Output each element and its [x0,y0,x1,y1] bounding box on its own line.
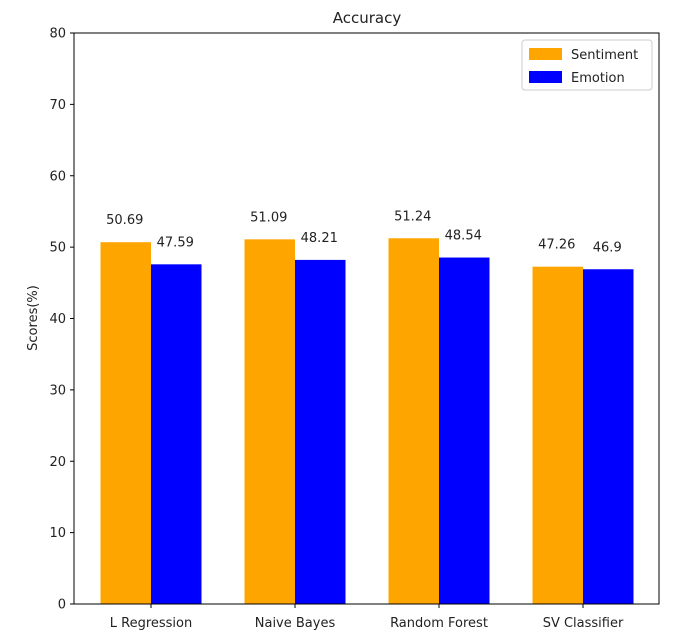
y-axis: 0 10 20 30 40 50 60 70 80 [49,27,74,613]
y-tick-label: 80 [49,27,66,42]
bars-layer [100,238,634,604]
data-label: 47.59 [157,235,194,250]
y-tick-label: 60 [49,169,66,184]
bar-emotion [151,264,202,604]
data-labels-layer: 50.69 47.59 51.09 48.21 51.24 48.54 47.26 46.9 [106,209,622,255]
legend-label-emotion: Emotion [571,71,625,86]
y-tick-label: 70 [49,98,66,113]
y-axis-label: Scores(%) [26,285,41,351]
x-tick-label: L Regression [110,616,192,631]
data-label: 46.9 [593,240,622,255]
bar-emotion [295,259,346,604]
y-tick-label: 0 [58,598,66,613]
data-label: 48.21 [301,231,338,246]
bar-emotion [583,269,634,604]
data-label: 51.09 [250,210,287,225]
x-tick-label: Naive Bayes [255,616,336,631]
x-tick-label: SV Classifier [543,616,624,631]
bar-sentiment [532,266,583,604]
legend: Sentiment Emotion [521,39,653,91]
y-tick-label: 10 [49,526,66,541]
data-label: 50.69 [106,213,143,228]
y-tick-label: 30 [49,383,66,398]
legend-swatch-sentiment [529,48,562,60]
legend-swatch-emotion [529,71,562,83]
chart-title: Accuracy [333,9,402,27]
legend-label-sentiment: Sentiment [571,48,638,63]
bar-sentiment [244,239,295,604]
x-axis: L Regression Naive Bayes Random Forest SV C… [110,604,624,631]
data-label: 51.24 [394,209,431,224]
y-tick-label: 50 [49,241,66,256]
bar-sentiment [100,242,151,604]
data-label: 48.54 [445,229,482,244]
bar-sentiment [388,238,439,604]
bar-emotion [439,257,490,604]
y-tick-label: 40 [49,312,66,327]
x-tick-label: Random Forest [390,616,488,631]
y-tick-label: 20 [49,455,66,470]
data-label: 47.26 [538,238,575,253]
